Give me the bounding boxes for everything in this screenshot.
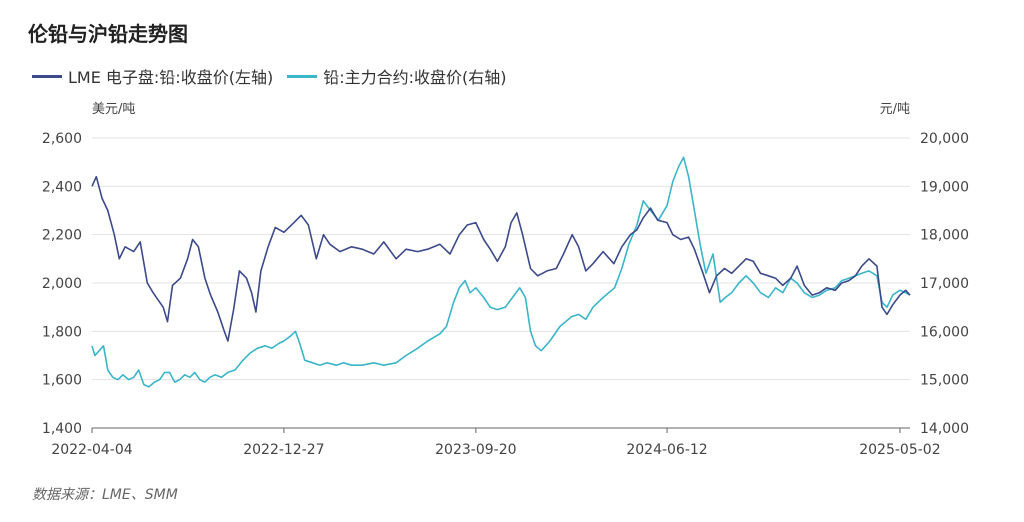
chart-legend: LME 电子盘:铅:收盘价(左轴) 铅:主力合约:收盘价(右轴) — [32, 64, 520, 88]
y-right-tick-label: 19,000 — [920, 179, 969, 195]
y-left-tick-label: 2,200 — [42, 228, 82, 244]
y-right-tick-label: 16,000 — [920, 324, 969, 340]
data-source-note: 数据来源：LME、SMM — [32, 487, 178, 503]
x-tick-label: 2024-06-12 — [626, 442, 707, 458]
legend-label-lme: LME 电子盘:铅:收盘价(左轴) — [68, 68, 274, 87]
y-right-tick-label: 18,000 — [920, 228, 969, 244]
axes: 1,400 14,000 1,600 15,000 1,800 16,000 2,000 17… — [42, 131, 969, 458]
series-line-lme-lead — [91, 175, 911, 342]
x-tick-label: 2023-09-20 — [435, 442, 516, 458]
y-right-tick-label: 20,000 — [920, 131, 969, 147]
y-right-tick-label: 14,000 — [920, 421, 969, 437]
x-tick-label: 2022-04-04 — [51, 442, 132, 458]
legend-item-shfe: 铅:主力合约:收盘价(右轴) — [287, 64, 506, 88]
legend-swatch-lme — [32, 74, 62, 78]
y-left-tick-label: 2,400 — [42, 179, 82, 195]
y-left-unit-label: 美元/吨 — [92, 102, 135, 117]
x-tick-label: 2025-05-02 — [859, 442, 940, 458]
x-tick-label: 2022-12-27 — [243, 442, 324, 458]
legend-swatch-shfe — [287, 74, 318, 78]
y-right-tick-label: 17,000 — [920, 276, 969, 292]
y-left-tick-label: 1,400 — [42, 421, 82, 437]
series-lines — [91, 156, 911, 388]
legend-item-lme: LME 电子盘:铅:收盘价(左轴) — [32, 64, 273, 88]
y-left-tick-label: 2,600 — [42, 131, 82, 147]
y-left-tick-label: 1,600 — [42, 373, 82, 389]
gridlines — [92, 137, 910, 381]
y-right-tick-label: 15,000 — [920, 373, 969, 389]
y-left-tick-label: 2,000 — [42, 276, 82, 292]
chart-title: 伦铅与沪铅走势图 — [28, 22, 188, 46]
series-line-shfe-lead — [91, 156, 911, 388]
y-left-tick-label: 1,800 — [42, 324, 82, 340]
y-right-unit-label: 元/吨 — [880, 102, 910, 117]
legend-label-shfe: 铅:主力合约:收盘价(右轴) — [323, 68, 507, 87]
